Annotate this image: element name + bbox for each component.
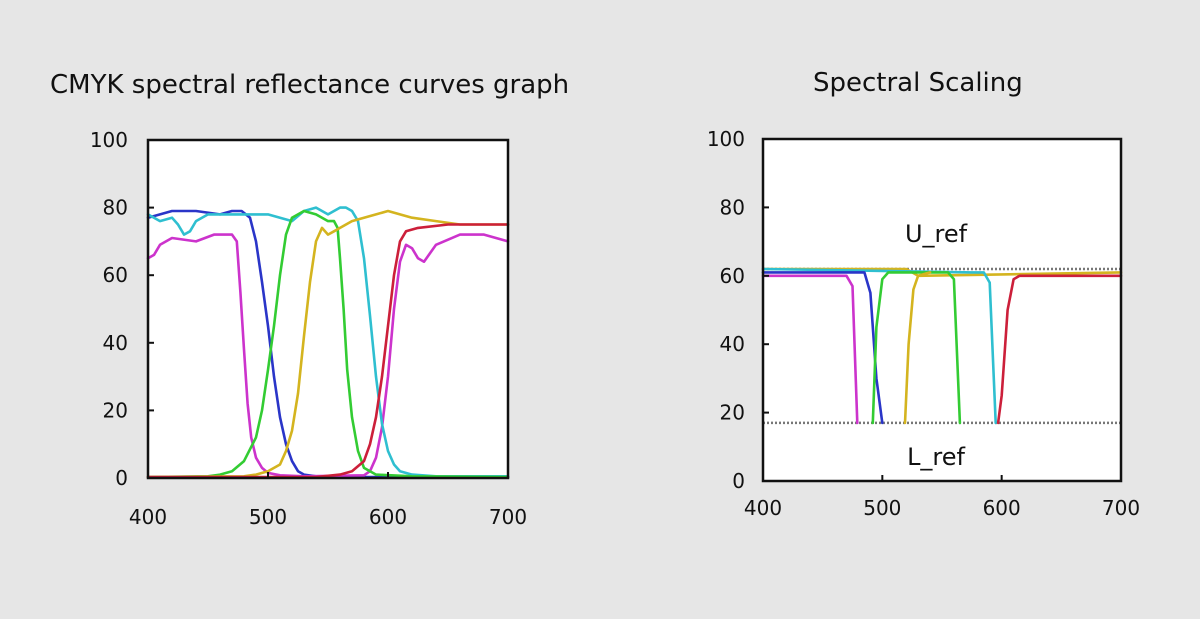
left-chart-title: CMYK spectral reflectance curves graph	[50, 70, 570, 100]
left-x-tick-label: 700	[489, 505, 527, 529]
left-y-tick-label: 40	[103, 331, 128, 355]
reference-label-l-ref: L_ref	[907, 443, 965, 471]
left-y-tick-label: 100	[90, 128, 128, 152]
left-series-line-4	[146, 209, 510, 479]
right-x-tick-label: 600	[983, 496, 1021, 520]
left-y-tick-label: 0	[115, 466, 128, 490]
left-plot-area	[148, 140, 508, 478]
right-y-tick-label: 80	[720, 195, 745, 219]
right-plot-frame	[761, 137, 1123, 483]
left-y-tick-label: 20	[103, 398, 128, 422]
right-series-line-5	[871, 271, 962, 425]
right-plot-area	[763, 139, 1121, 481]
left-x-tick-label: 500	[249, 505, 287, 529]
right-y-tick-label: 20	[720, 401, 745, 425]
left-chart: 400 500 600 700 0 20 40 60 80 100	[90, 128, 527, 529]
left-y-tick-label: 60	[103, 263, 128, 287]
right-x-tick-label: 500	[863, 496, 901, 520]
right-series-line-3	[761, 271, 884, 425]
right-series-line-7	[996, 274, 1123, 425]
left-y-tick-label: 80	[103, 196, 128, 220]
left-x-tick-label: 600	[369, 505, 407, 529]
left-plot-frame	[146, 138, 510, 480]
left-x-tick-label: 400	[129, 505, 167, 529]
right-series-line-4	[761, 274, 859, 425]
right-x-tick-label: 700	[1102, 496, 1140, 520]
left-series-line-5	[146, 209, 510, 479]
left-series-line-3	[146, 206, 510, 478]
right-chart: 400 500 600 700 0 20 40 60 80 100 U_ref L_ref	[707, 127, 1140, 520]
right-y-tick-label: 0	[732, 469, 745, 493]
reference-label-u-ref: U_ref	[905, 220, 968, 248]
right-y-tick-label: 60	[720, 264, 745, 288]
right-y-tick-label: 100	[707, 127, 745, 151]
right-series-line-6	[903, 271, 932, 425]
left-series-line-6	[146, 223, 510, 479]
right-chart-title: Spectral Scaling	[813, 68, 1023, 98]
right-y-tick-label: 40	[720, 332, 745, 356]
right-x-tick-label: 400	[744, 496, 782, 520]
